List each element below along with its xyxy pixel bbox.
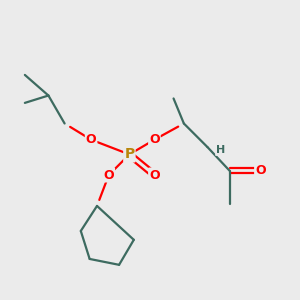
Text: O: O [149,169,160,182]
Text: O: O [86,133,96,146]
Text: O: O [255,164,266,177]
Text: O: O [149,133,160,146]
Text: O: O [103,169,114,182]
Text: P: P [124,147,134,161]
Text: H: H [216,145,225,155]
